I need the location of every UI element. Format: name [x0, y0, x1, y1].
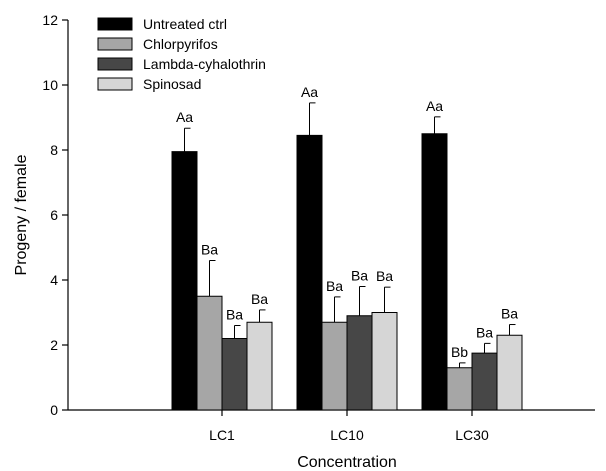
bar — [296, 134, 323, 411]
bar — [496, 334, 523, 411]
legend-swatch — [97, 57, 133, 71]
y-tick-label: 8 — [50, 142, 58, 158]
y-tick-label: 6 — [50, 207, 58, 223]
legend-label: Spinosad — [143, 76, 201, 92]
legend-swatch — [97, 37, 133, 51]
bar — [446, 367, 473, 411]
bar — [196, 295, 223, 411]
y-axis-label: Progeny / female — [13, 154, 30, 275]
data-label: Ba — [326, 278, 343, 294]
bar — [246, 321, 273, 411]
x-tick-label: LC1 — [209, 427, 235, 443]
bar — [171, 151, 198, 411]
data-label: Ba — [226, 307, 243, 323]
legend: Untreated ctrl Chlorpyrifos Lambda-cyhalot… — [97, 16, 266, 92]
y-tick-label: 4 — [50, 272, 58, 288]
bar — [371, 312, 398, 411]
data-label: Ba — [501, 306, 518, 322]
data-label: Ba — [376, 268, 393, 284]
data-label: Ba — [201, 242, 218, 258]
data-label: Ba — [251, 291, 268, 307]
x-tick-label: LC10 — [330, 427, 364, 443]
data-label: Aa — [176, 109, 193, 125]
legend-label: Lambda-cyhalothrin — [143, 56, 266, 72]
legend-label: Chlorpyrifos — [143, 36, 218, 52]
data-label: Ba — [351, 268, 368, 284]
y-tick-label: 0 — [50, 402, 58, 418]
legend-label: Untreated ctrl — [143, 16, 227, 32]
bar — [321, 321, 348, 411]
data-label: Aa — [301, 84, 318, 100]
bar — [346, 315, 373, 411]
legend-swatch — [97, 77, 133, 91]
bar — [421, 133, 448, 411]
bar — [471, 352, 498, 411]
data-label: Ba — [476, 324, 493, 340]
y-tick-label: 12 — [42, 12, 58, 28]
data-label: Bb — [451, 344, 468, 360]
bar — [221, 338, 248, 411]
data-label: Aa — [426, 98, 443, 114]
plot-area: 0 2 4 6 8 10 12 LC1 Aa Ba Ba Ba LC10 Aa Ba Ba Ba LC30 Aa Bb… — [42, 12, 595, 443]
legend-swatch — [97, 17, 133, 31]
y-tick-label: 10 — [42, 77, 58, 93]
x-axis-label: Concentration — [297, 454, 397, 471]
y-tick-label: 2 — [50, 337, 58, 353]
x-tick-label: LC30 — [455, 427, 489, 443]
